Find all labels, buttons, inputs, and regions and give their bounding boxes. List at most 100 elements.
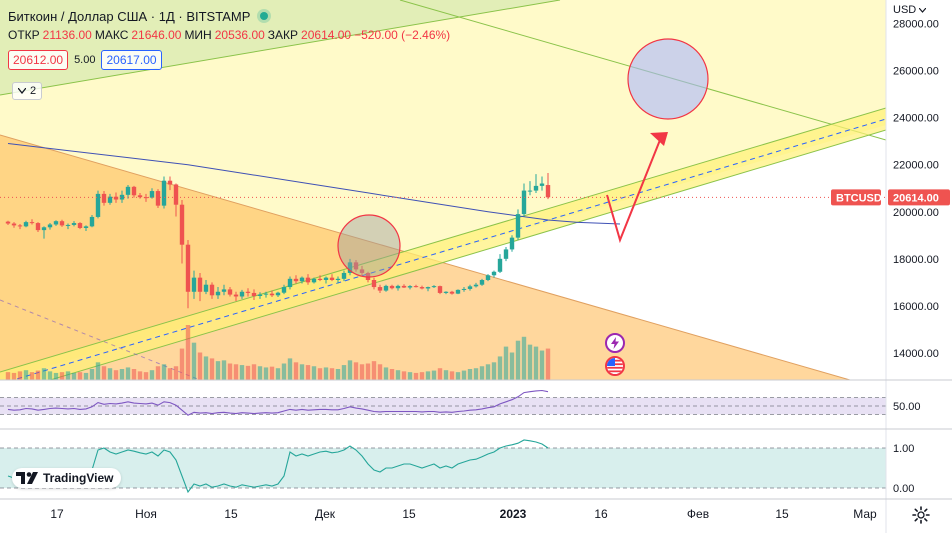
candle[interactable]	[227, 287, 233, 297]
candle[interactable]	[545, 173, 551, 200]
candle[interactable]	[497, 254, 503, 273]
candle[interactable]	[5, 220, 11, 225]
candle[interactable]	[461, 287, 467, 292]
indicators-collapse-button[interactable]: 2	[12, 82, 42, 100]
candle[interactable]	[173, 183, 179, 217]
candle[interactable]	[269, 290, 275, 297]
candle[interactable]	[311, 277, 317, 284]
candle[interactable]	[209, 282, 215, 299]
candle[interactable]	[281, 284, 287, 295]
candle[interactable]	[143, 193, 149, 202]
candle[interactable]	[101, 191, 107, 206]
candle[interactable]	[125, 184, 131, 199]
candle[interactable]	[251, 289, 257, 300]
candle[interactable]	[401, 284, 407, 288]
candle[interactable]	[299, 276, 305, 284]
candle[interactable]	[107, 193, 113, 205]
candle[interactable]	[413, 284, 419, 288]
currency-selector[interactable]: USD	[893, 4, 927, 16]
sell-price-button[interactable]: 20612.00	[8, 50, 69, 70]
candle[interactable]	[23, 220, 29, 228]
candle[interactable]	[449, 290, 455, 295]
candle[interactable]	[257, 292, 263, 299]
candle[interactable]	[455, 289, 461, 295]
candle[interactable]	[521, 183, 527, 217]
candle[interactable]	[389, 284, 395, 290]
candle[interactable]	[305, 274, 311, 285]
candle[interactable]	[347, 258, 353, 276]
candle[interactable]	[197, 272, 203, 302]
candle[interactable]	[473, 282, 479, 288]
candle[interactable]	[383, 284, 389, 292]
candle[interactable]	[377, 284, 383, 293]
candle[interactable]	[533, 174, 539, 193]
candle[interactable]	[53, 220, 59, 226]
candle[interactable]	[29, 219, 35, 225]
candle[interactable]	[527, 181, 533, 196]
candle[interactable]	[203, 280, 209, 295]
oscillator-pane[interactable]	[0, 429, 886, 499]
candle[interactable]	[11, 222, 17, 228]
symbol-title[interactable]: Биткоин / Доллар США · 1Д · BITSTAMP	[8, 8, 251, 24]
candle[interactable]	[443, 291, 449, 295]
candle[interactable]	[89, 215, 95, 228]
candle[interactable]	[179, 200, 185, 264]
candle[interactable]	[287, 276, 293, 290]
candle[interactable]	[47, 223, 53, 230]
candle[interactable]	[359, 265, 365, 276]
candle[interactable]	[419, 285, 425, 290]
candle[interactable]	[71, 221, 77, 227]
tradingview-logo[interactable]: TradingView	[12, 468, 122, 488]
candle[interactable]	[65, 223, 71, 230]
candle[interactable]	[185, 240, 191, 309]
candle[interactable]	[479, 278, 485, 286]
candle[interactable]	[467, 284, 473, 291]
candle[interactable]	[329, 274, 335, 282]
candle[interactable]	[17, 224, 23, 230]
candle[interactable]	[293, 275, 299, 284]
candle[interactable]	[335, 276, 341, 284]
lightning-icon[interactable]	[605, 333, 625, 353]
candle[interactable]	[503, 247, 509, 262]
candle[interactable]	[221, 284, 227, 296]
candle[interactable]	[215, 287, 221, 299]
current-price-badge[interactable]: BTCUSD 20614.00	[831, 189, 950, 206]
candle[interactable]	[509, 235, 515, 252]
candle[interactable]	[341, 270, 347, 282]
candle[interactable]	[155, 189, 161, 208]
candle[interactable]	[353, 260, 359, 272]
candle[interactable]	[77, 222, 83, 230]
candle[interactable]	[515, 209, 521, 240]
candle[interactable]	[263, 291, 269, 298]
candle[interactable]	[323, 276, 329, 284]
candle[interactable]	[317, 275, 323, 282]
candle[interactable]	[161, 176, 167, 209]
candle[interactable]	[491, 270, 497, 278]
rsi-pane[interactable]	[0, 381, 886, 429]
candle[interactable]	[425, 286, 431, 292]
candle[interactable]	[167, 176, 173, 191]
candle[interactable]	[485, 274, 491, 282]
gear-icon[interactable]	[912, 506, 930, 524]
candle[interactable]	[83, 225, 89, 232]
candle[interactable]	[539, 176, 545, 191]
candle[interactable]	[371, 277, 377, 290]
candle[interactable]	[395, 284, 401, 291]
candle[interactable]	[191, 270, 197, 299]
candle[interactable]	[95, 190, 101, 219]
candle[interactable]	[119, 190, 125, 203]
candle[interactable]	[59, 219, 65, 227]
candle[interactable]	[35, 222, 41, 232]
candle[interactable]	[239, 289, 245, 299]
us-flag-icon[interactable]	[605, 356, 625, 376]
candle[interactable]	[131, 185, 137, 198]
buy-price-button[interactable]: 20617.00	[101, 50, 162, 70]
candle[interactable]	[245, 288, 251, 297]
candle[interactable]	[275, 291, 281, 297]
candle[interactable]	[431, 285, 437, 288]
candle[interactable]	[233, 291, 239, 302]
candle[interactable]	[407, 285, 413, 290]
candle[interactable]	[437, 285, 443, 295]
candle[interactable]	[41, 226, 47, 239]
